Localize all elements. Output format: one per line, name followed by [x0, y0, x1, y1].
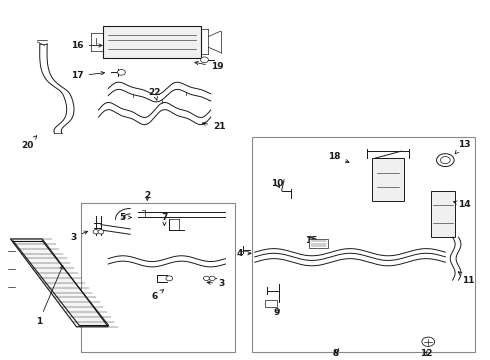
Circle shape: [203, 276, 209, 280]
Bar: [265, 300, 277, 307]
Text: 21: 21: [202, 122, 226, 131]
Text: 2: 2: [144, 192, 150, 201]
Text: 8: 8: [332, 349, 339, 358]
Text: 7: 7: [161, 213, 168, 225]
Circle shape: [441, 157, 450, 164]
Text: 9: 9: [273, 308, 280, 317]
Circle shape: [118, 69, 125, 75]
Text: 16: 16: [71, 41, 102, 50]
Text: 4: 4: [236, 249, 251, 258]
Circle shape: [166, 276, 172, 281]
Text: 3: 3: [207, 279, 224, 288]
Circle shape: [93, 230, 99, 234]
Text: 15: 15: [305, 236, 317, 245]
Circle shape: [422, 337, 435, 346]
Text: 1: 1: [36, 266, 63, 326]
Circle shape: [98, 230, 104, 234]
Text: 22: 22: [148, 87, 161, 100]
Circle shape: [209, 276, 215, 280]
Text: 3: 3: [70, 231, 88, 242]
Polygon shape: [10, 239, 108, 327]
Text: 13: 13: [455, 140, 470, 154]
Bar: [309, 239, 328, 248]
Bar: [81, 203, 235, 352]
Text: 20: 20: [22, 136, 37, 150]
Text: 6: 6: [151, 290, 164, 301]
Text: 10: 10: [270, 179, 283, 188]
Text: 5: 5: [119, 213, 131, 222]
Text: 11: 11: [458, 272, 475, 285]
Circle shape: [437, 154, 454, 167]
Text: 14: 14: [454, 201, 470, 210]
Bar: [431, 190, 455, 237]
Bar: [252, 137, 475, 352]
Text: 19: 19: [195, 62, 223, 72]
Bar: [372, 158, 404, 201]
Text: 17: 17: [71, 71, 104, 80]
Text: 12: 12: [419, 349, 432, 358]
Bar: [103, 26, 201, 58]
Text: 18: 18: [328, 152, 349, 163]
Circle shape: [200, 57, 208, 63]
